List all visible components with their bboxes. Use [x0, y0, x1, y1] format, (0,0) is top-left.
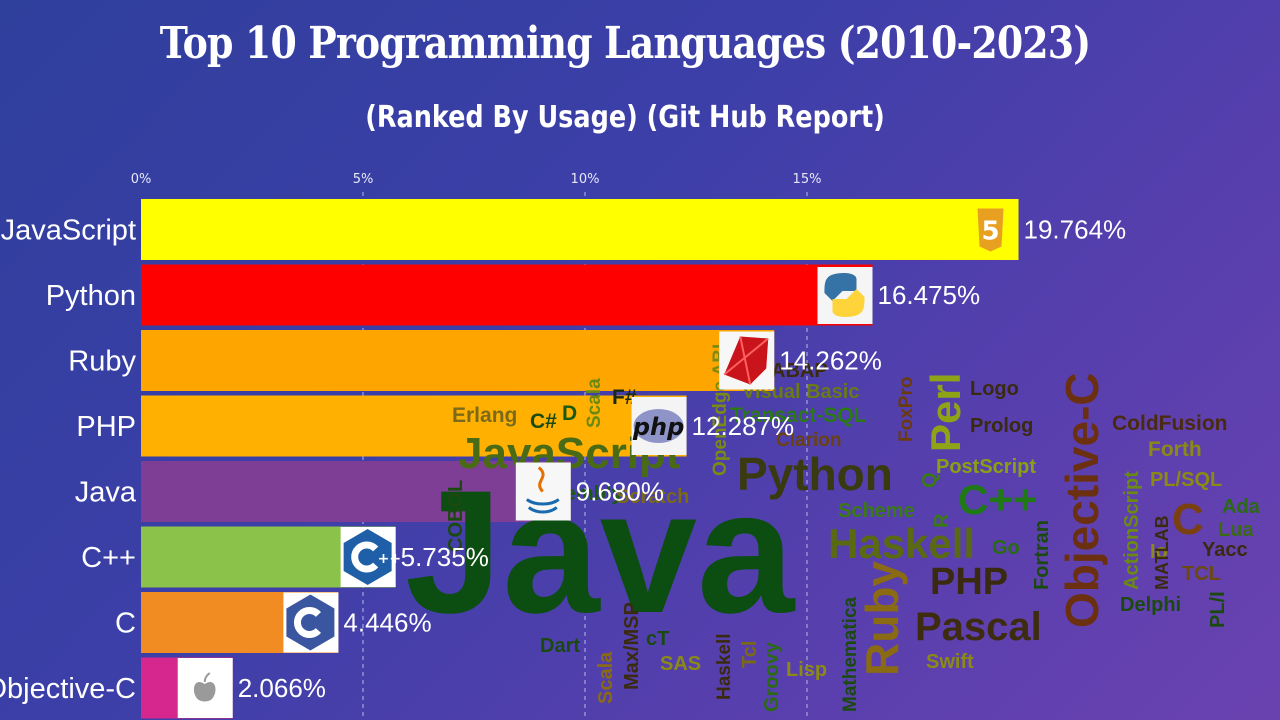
chart-title: Top 10 Programming Languages (2010-2023) [159, 18, 1091, 69]
word-cloud-word: Erlang [452, 404, 517, 427]
word-cloud-word: C++ [958, 476, 1037, 523]
x-tick-label: 5% [353, 172, 374, 187]
bar [141, 264, 873, 326]
word-cloud-word: ActionScript [1121, 471, 1143, 590]
word-cloud-word: Forth [1148, 438, 1202, 461]
category-label: PHP [76, 411, 136, 443]
word-cloud-word: Ada [1222, 496, 1261, 518]
word-cloud-word: Tcl [739, 641, 761, 668]
x-tick-label: 15% [793, 172, 822, 187]
word-cloud-word: cT [646, 628, 669, 650]
word-cloud-word: Groovy [761, 641, 783, 712]
value-label: 9.680% [576, 477, 664, 507]
value-label: 12.287% [692, 411, 795, 441]
word-cloud-word: TCL [1182, 563, 1221, 585]
word-cloud-word: Scheme [838, 500, 915, 522]
value-label: 16.475% [877, 280, 980, 310]
word-cloud-word: Prolog [970, 415, 1033, 437]
word-cloud-word: Delphi [1120, 594, 1181, 616]
word-cloud-word: Q [919, 472, 941, 488]
svg-text:5: 5 [981, 217, 999, 247]
x-axis-ticks: 0% 5% 10% 15% [131, 172, 822, 187]
word-cloud-word: Ruby [856, 561, 908, 676]
php-icon: php [631, 397, 687, 455]
category-label: JavaScript [1, 215, 136, 247]
word-cloud-word: Go [992, 537, 1020, 559]
bars [141, 199, 1019, 719]
word-cloud-word: Transact-SQL [730, 404, 867, 427]
python-icon [817, 267, 873, 324]
word-cloud-word: Haskell [828, 520, 975, 567]
category-label: Java [75, 477, 137, 509]
word-cloud-word: PL/SQL [1150, 469, 1222, 491]
bar [141, 395, 687, 457]
word-cloud-word: D [562, 402, 577, 425]
word-cloud-word: Perl [922, 373, 969, 452]
word-cloud-word: Pascal [915, 605, 1042, 649]
word-cloud-word: MATLAB [1152, 515, 1172, 590]
word-cloud-word: PostScript [936, 456, 1036, 478]
svg-text:++: ++ [378, 551, 401, 567]
bar-logos: 5 php ++ [177, 208, 1004, 718]
word-cloud-word: R [931, 513, 953, 528]
word-cloud-word: Java [405, 455, 796, 650]
word-cloud-word: SAS [660, 653, 701, 675]
x-tick-label: 10% [571, 172, 600, 187]
word-cloud-word: PL/I [1207, 591, 1229, 628]
java-icon [515, 462, 571, 521]
bar [141, 461, 571, 522]
word-cloud-word: ColdFusion [1112, 412, 1227, 435]
word-cloud-word: Fortran [1031, 520, 1053, 590]
category-label: C++ [81, 542, 136, 574]
svg-text:php: php [632, 413, 684, 441]
word-cloud-word: Swift [926, 651, 974, 673]
category-label: Python [46, 280, 136, 312]
word-cloud-word: ABAP [771, 360, 828, 382]
category-label: Ruby [68, 346, 136, 378]
category-label: C [115, 608, 136, 640]
word-cloud-word: Objective-C [1056, 372, 1108, 628]
value-label: 2.066% [238, 673, 326, 703]
word-cloud-word: Max/MSP [621, 602, 643, 690]
value-label: 19.764% [1024, 215, 1127, 245]
chart-subtitle: (Ranked By Usage) (Git Hub Report) [365, 100, 885, 135]
word-cloud-word: Python [737, 448, 893, 500]
word-cloud-word: Scala [595, 651, 617, 704]
word-cloud-word: Clarion [776, 430, 841, 451]
c-icon [283, 592, 339, 653]
x-tick-label: 0% [131, 172, 152, 187]
ruby-icon [719, 331, 775, 390]
value-label: 4.446% [343, 608, 431, 638]
word-cloud-word: Lua [1218, 519, 1254, 541]
bar [141, 330, 775, 391]
word-cloud-word: Haskell [714, 633, 735, 700]
bar [141, 199, 1019, 260]
word-cloud-word: Scratch [616, 486, 689, 508]
value-label: 5.735% [401, 542, 489, 572]
labels: JavaScript 19.764% Python 16.475% Ruby 14.262… [0, 215, 1126, 706]
word-cloud-word: Mathematica [840, 596, 861, 712]
apple-icon [177, 658, 233, 718]
category-label: Objective-C [0, 673, 136, 705]
word-cloud-word: Yacc [1202, 539, 1248, 561]
word-cloud-word: Logo [970, 378, 1019, 400]
word-cloud-word: C [1172, 495, 1204, 544]
word-cloud-word: Io [1150, 541, 1168, 563]
word-cloud-word: Dart [540, 635, 580, 657]
word-cloud-word: FoxPro [896, 377, 917, 442]
word-cloud-word: Scala [584, 378, 605, 428]
word-cloud-word: C# [530, 410, 557, 433]
cpp-icon: ++ [340, 527, 401, 587]
word-cloud-word: F# [612, 386, 637, 409]
html5-icon: 5 [977, 208, 1004, 252]
word-cloud-word: COBOL [445, 480, 467, 552]
word-cloud-word: Lisp [786, 659, 827, 681]
value-label: 14.262% [779, 346, 882, 376]
word-cloud-word: PHP [930, 561, 1008, 603]
